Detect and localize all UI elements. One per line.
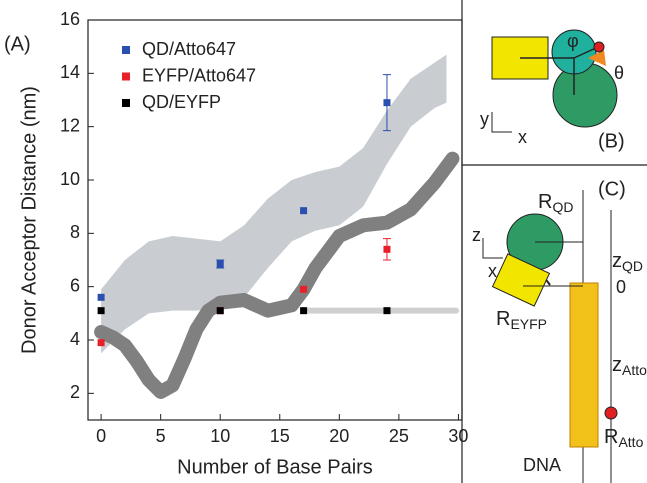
label-sub: QD: [622, 258, 643, 274]
r-atto-label: RAtto: [604, 426, 644, 449]
x-tick-label: 25: [389, 426, 409, 446]
axis-z: z: [472, 225, 481, 245]
data-point: [98, 307, 105, 314]
x-tick-label: 5: [156, 426, 166, 446]
x-tick-label: 10: [210, 426, 230, 446]
r-eyfp-label: REYFP: [496, 308, 547, 331]
legend-marker: [122, 46, 130, 54]
data-point: [383, 307, 390, 314]
label-sub: EYFP: [510, 316, 547, 332]
data-point: [300, 307, 307, 314]
y-tick-label: 14: [60, 62, 80, 82]
y-tick-label: 4: [70, 329, 80, 349]
panel-label: (A): [4, 33, 31, 55]
y-tick-label: 8: [70, 222, 80, 242]
theta-label: θ: [614, 63, 624, 83]
label-sub: Atto: [618, 434, 643, 450]
data-point: [98, 339, 105, 346]
axis-y: y: [480, 109, 489, 129]
x-tick-label: 0: [96, 426, 106, 446]
data-point: [383, 99, 390, 106]
panel-b: φ θ y x (B): [480, 30, 625, 152]
data-point: [217, 307, 224, 314]
phi-label: φ: [567, 31, 579, 51]
data-point: [383, 246, 390, 253]
y-tick-label: 12: [60, 115, 80, 135]
label-base: R: [604, 426, 618, 448]
x-axis-label: Number of Base Pairs: [177, 456, 373, 478]
y-tick-label: 2: [70, 382, 80, 402]
data-point: [300, 286, 307, 293]
axis-x: x: [518, 127, 527, 147]
z-qd-label: zQD: [612, 250, 643, 273]
axis-x: x: [488, 261, 497, 281]
legend-marker: [122, 99, 130, 107]
panel-label: (C): [598, 178, 626, 200]
label-base: z: [612, 250, 622, 272]
zero-label: 0: [616, 277, 626, 297]
label-sub: Atto: [622, 362, 647, 378]
x-tick-label: 15: [270, 426, 290, 446]
data-point: [98, 294, 105, 301]
legend-label: QD/Atto647: [142, 39, 236, 59]
y-tick-label: 6: [70, 275, 80, 295]
legend-marker: [122, 73, 130, 81]
label-base: R: [538, 191, 552, 213]
panel-c: z x RQD zQD 0 REYFP zAtto RAtto DNA (C): [472, 178, 647, 483]
label-base: R: [496, 308, 510, 330]
dna-box: [570, 283, 598, 447]
atto-dot: [594, 42, 604, 52]
x-tick-label: 30: [448, 426, 468, 446]
r-qd-label: RQD: [538, 191, 573, 214]
panel-label: (B): [598, 130, 625, 152]
y-tick-label: 10: [60, 169, 80, 189]
label-sub: QD: [552, 199, 573, 215]
atto-dot: [605, 407, 617, 419]
label-base: z: [612, 354, 622, 376]
x-tick-label: 20: [329, 426, 349, 446]
legend-label: QD/EYFP: [142, 92, 221, 112]
legend-label: EYFP/Atto647: [142, 65, 256, 85]
qd-sphere: [553, 63, 617, 127]
y-tick-label: 16: [60, 9, 80, 29]
data-point: [217, 261, 224, 268]
dna-label: DNA: [523, 455, 561, 475]
y-axis-label: Donor Acceptor Distance (nm): [18, 86, 40, 354]
figure: (A) Number of Base Pairs Donor Acceptor …: [0, 0, 647, 483]
page: (A) Number of Base Pairs Donor Acceptor …: [0, 0, 647, 483]
axes-icon: [492, 112, 512, 132]
z-atto-label: zAtto: [612, 354, 647, 377]
data-point: [300, 207, 307, 214]
axes-icon: [483, 238, 503, 258]
